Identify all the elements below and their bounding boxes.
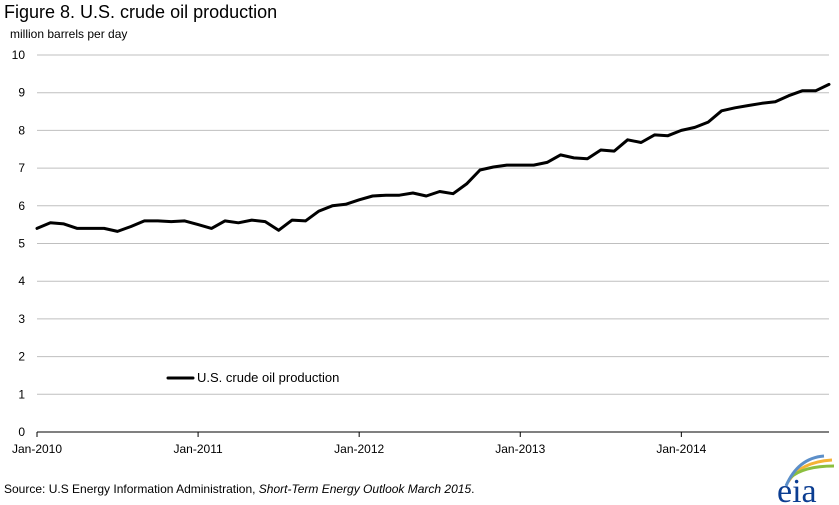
gridlines bbox=[37, 54, 829, 395]
legend: U.S. crude oil production bbox=[166, 370, 339, 385]
legend-label: U.S. crude oil production bbox=[197, 370, 339, 385]
y-tick-label-1: 1 bbox=[18, 387, 25, 401]
y-tick-label-4: 4 bbox=[18, 274, 25, 288]
series-points-0 bbox=[36, 84, 830, 232]
x-tick-label-Jan-2012: Jan-2012 bbox=[334, 442, 384, 456]
source-suffix: . bbox=[471, 482, 474, 496]
x-tick-label-Jan-2014: Jan-2014 bbox=[656, 442, 706, 456]
y-tick-label-5: 5 bbox=[18, 237, 25, 251]
y-tick-label-6: 6 bbox=[18, 199, 25, 213]
y-tick-label-9: 9 bbox=[18, 86, 25, 100]
x-tick-label-Jan-2011: Jan-2011 bbox=[174, 442, 223, 456]
y-tick-label-10: 10 bbox=[12, 48, 26, 62]
chart-title: Figure 8. U.S. crude oil production bbox=[4, 2, 277, 22]
x-tick-label-Jan-2013: Jan-2013 bbox=[495, 442, 545, 456]
y-tick-label-0: 0 bbox=[18, 425, 25, 439]
x-tick-label-Jan-2010: Jan-2010 bbox=[12, 442, 62, 456]
y-tick-label-2: 2 bbox=[18, 350, 25, 364]
x-axis: Jan-2010 Jan-2011 Jan-2012 Jan-2013 Jan-2014 bbox=[12, 431, 829, 456]
series-line-0 bbox=[35, 82, 831, 233]
source-note: Source: U.S Energy Information Administr… bbox=[4, 482, 474, 496]
y-tick-label-7: 7 bbox=[18, 161, 25, 175]
logo-swoosh-blue bbox=[784, 454, 825, 487]
y-tick-label-8: 8 bbox=[18, 123, 25, 137]
y-tick-label-3: 3 bbox=[18, 312, 25, 326]
source-prefix: Source: U.S Energy Information Administr… bbox=[4, 482, 259, 496]
series-layer bbox=[35, 82, 831, 233]
logo-text: eia bbox=[777, 473, 817, 505]
y-axis-unit-label: million barrels per day bbox=[10, 27, 127, 41]
source-publication: Short-Term Energy Outlook March 2015 bbox=[259, 482, 472, 496]
y-axis-tick-labels: 0 1 2 3 4 5 6 7 8 9 10 bbox=[12, 48, 26, 439]
eia-logo: eia bbox=[777, 454, 835, 505]
